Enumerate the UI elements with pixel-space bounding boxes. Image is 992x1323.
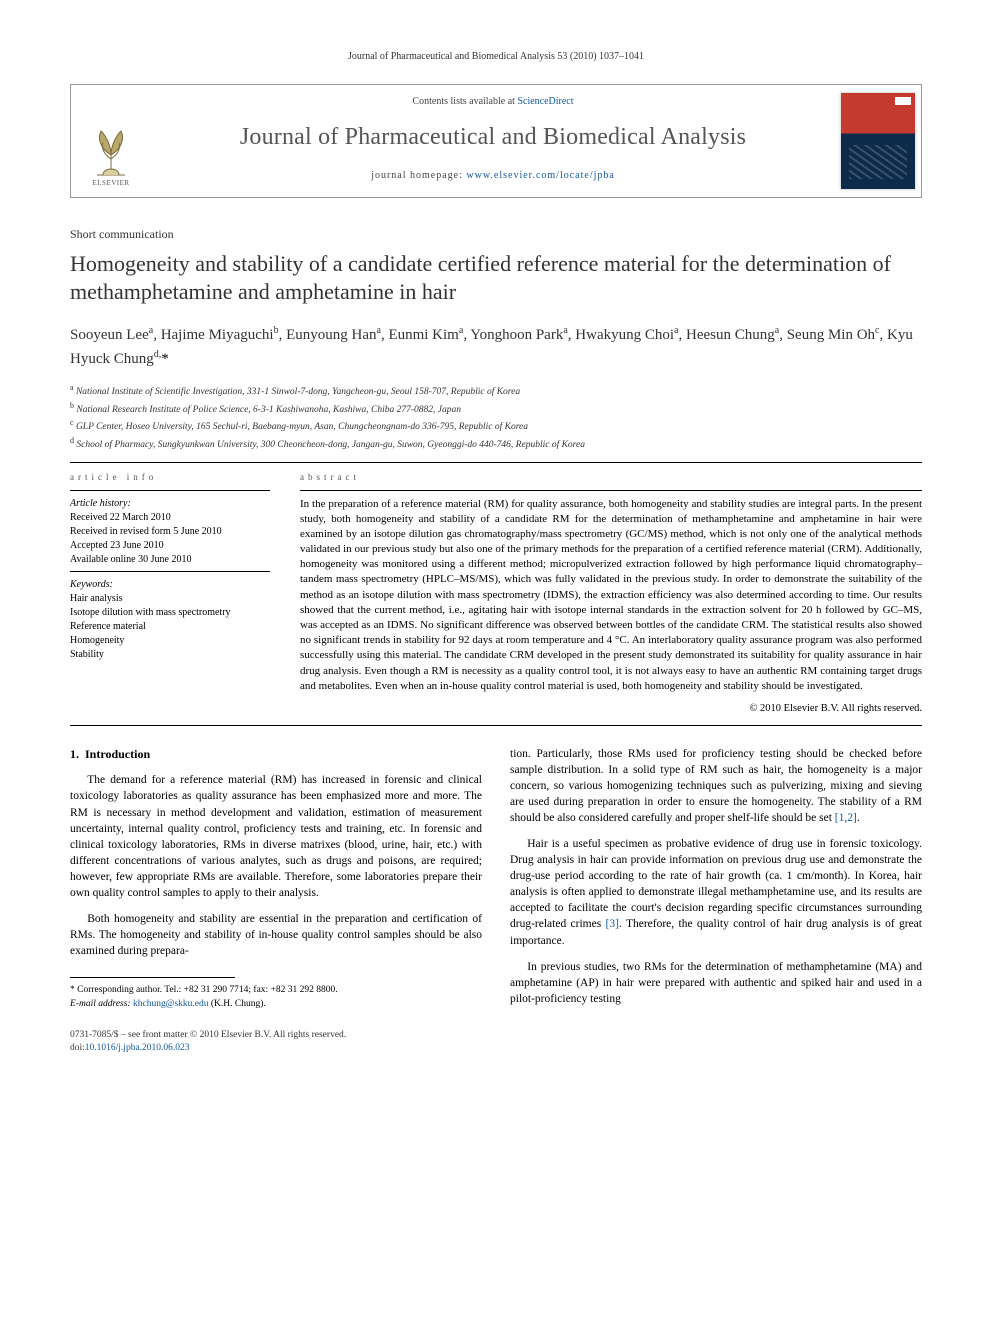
footnote-separator [70,977,235,978]
masthead-center: Contents lists available at ScienceDirec… [151,85,835,197]
keyword-line: Hair analysis [70,592,270,606]
body-paragraph: The demand for a reference material (RM)… [70,772,482,901]
keywords-label: Keywords: [70,578,270,592]
abstract-text: In the preparation of a reference materi… [300,497,922,694]
body-left-column: 1. Introduction The demand for a referen… [70,746,482,1056]
horizontal-rule [70,462,922,463]
body-paragraph: tion. Particularly, those RMs used for p… [510,746,922,826]
history-line: Received 22 March 2010 [70,511,270,525]
article-history-label: Article history: [70,497,270,511]
corresponding-author-line: * Corresponding author. Tel.: +82 31 290… [70,984,482,997]
ref-link-1-2[interactable]: [1,2] [835,812,857,824]
abstract-column: abstract In the preparation of a referen… [300,471,922,717]
footer-left: 0731-7085/$ – see front matter © 2010 El… [70,1029,346,1056]
history-line: Available online 30 June 2010 [70,553,270,567]
affiliation-line: b National Research Institute of Police … [70,400,922,417]
elsevier-logo: ELSEVIER [81,119,141,189]
keyword-line: Stability [70,648,270,662]
keyword-line: Isotope dilution with mass spectrometry [70,606,270,620]
journal-homepage-line: journal homepage: www.elsevier.com/locat… [161,169,825,183]
homepage-prefix: journal homepage: [371,170,466,181]
elsevier-tree-icon [87,125,135,177]
keyword-line: Reference material [70,620,270,634]
body-paragraph: In previous studies, two RMs for the det… [510,959,922,1007]
sciencedirect-link[interactable]: ScienceDirect [517,96,573,107]
publisher-logo-box: ELSEVIER [71,85,151,197]
horizontal-rule [70,725,922,726]
affiliation-line: d School of Pharmacy, Sungkyunkwan Unive… [70,435,922,452]
email-label: E-mail address: [70,999,131,1009]
front-matter-line: 0731-7085/$ – see front matter © 2010 El… [70,1029,346,1042]
doi-link[interactable]: 10.1016/j.jpba.2010.06.023 [85,1043,190,1053]
keyword-lines: Hair analysisIsotope dilution with mass … [70,592,270,662]
doi-line: doi:10.1016/j.jpba.2010.06.023 [70,1042,346,1055]
article-info-column: article info Article history: Received 2… [70,471,270,717]
history-line: Received in revised form 5 June 2010 [70,525,270,539]
article-type: Short communication [70,226,922,243]
section-number: 1. [70,747,79,761]
cover-thumb-box [835,85,921,197]
history-line: Accepted 23 June 2010 [70,539,270,553]
email-tail: (K.H. Chung). [209,999,266,1009]
publisher-label: ELSEVIER [92,179,129,189]
journal-masthead: ELSEVIER Contents lists available at Sci… [70,84,922,198]
body-paragraph: Both homogeneity and stability are essen… [70,911,482,959]
section-heading-intro: 1. Introduction [70,746,482,763]
doi-label: doi: [70,1043,85,1053]
article-info-heading: article info [70,471,270,484]
email-line: E-mail address: khchung@skku.edu (K.H. C… [70,998,482,1011]
footnotes: * Corresponding author. Tel.: +82 31 290… [70,984,482,1011]
affiliation-line: c GLP Center, Hoseo University, 165 Sech… [70,417,922,434]
corresponding-email-link[interactable]: khchung@skku.edu [133,999,209,1009]
journal-homepage-link[interactable]: www.elsevier.com/locate/jpba [466,170,614,181]
article-history-lines: Received 22 March 2010Received in revise… [70,511,270,567]
footer-row: 0731-7085/$ – see front matter © 2010 El… [70,1029,482,1056]
contents-prefix: Contents lists available at [412,96,517,107]
contents-available-line: Contents lists available at ScienceDirec… [161,95,825,109]
article-title: Homogeneity and stability of a candidate… [70,250,922,305]
keyword-line: Homogeneity [70,634,270,648]
running-head: Journal of Pharmaceutical and Biomedical… [70,50,922,64]
body-two-columns: 1. Introduction The demand for a referen… [70,746,922,1056]
journal-name: Journal of Pharmaceutical and Biomedical… [161,121,825,155]
body-paragraph: Hair is a useful specimen as probative e… [510,836,922,949]
affiliation-line: a National Institute of Scientific Inves… [70,382,922,399]
affiliation-list: a National Institute of Scientific Inves… [70,382,922,452]
author-list: Sooyeun Leea, Hajime Miyaguchib, Eunyoun… [70,323,922,370]
body-right-column: tion. Particularly, those RMs used for p… [510,746,922,1056]
abstract-copyright: © 2010 Elsevier B.V. All rights reserved… [300,702,922,717]
abstract-heading: abstract [300,471,922,484]
journal-cover-thumbnail [841,93,915,189]
ref-link-3[interactable]: [3] [606,918,619,930]
section-title: Introduction [85,747,150,761]
